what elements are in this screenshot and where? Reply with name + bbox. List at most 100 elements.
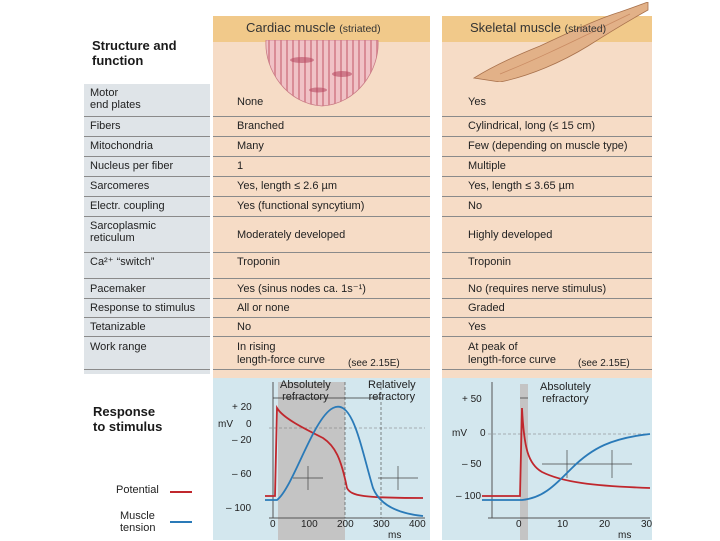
cardiac-y-tick-0: 0	[246, 419, 252, 430]
cardiac-x-tick-100: 100	[301, 519, 318, 530]
row-divider	[442, 116, 652, 117]
cardiac-cell: Moderately developed	[237, 229, 346, 241]
row-divider	[84, 196, 210, 197]
row-label: Electr. coupling	[90, 200, 165, 212]
skeletal-tension-curve	[482, 433, 651, 501]
cardiac-cell: All or none	[237, 302, 290, 314]
skeletal-header: Skeletal muscle (striated)	[470, 20, 607, 35]
row-divider	[84, 317, 210, 318]
skeletal-cell: Yes	[468, 321, 486, 333]
skeletal-cell: No	[468, 200, 483, 212]
skeletal-absolute-refractory-shade	[520, 384, 528, 540]
cardiac-cell: Yes (functional syncytium)	[237, 200, 365, 212]
cardiac-y-tick-m100: – 100	[226, 503, 252, 514]
row-label: Tetanizable	[90, 321, 146, 333]
row-label-band	[84, 84, 210, 374]
row-divider	[213, 369, 430, 370]
legend-potential-swatch	[170, 491, 192, 493]
row-label: Work range	[90, 341, 147, 353]
skeletal-y-tick-m100: – 100	[456, 491, 482, 502]
row-label: Ca²⁺ “switch”	[90, 256, 155, 268]
row-divider	[84, 176, 210, 177]
row-divider	[213, 176, 430, 177]
cardiac-cell: Yes, length ≤ 2.6 µm	[237, 180, 338, 192]
row-divider	[213, 116, 430, 117]
cardiac-muscle-illustration	[265, 40, 379, 107]
cardiac-y-tick-m60: – 60	[232, 469, 252, 480]
row-divider	[442, 252, 652, 253]
row-divider	[442, 278, 652, 279]
cardiac-cell: 1	[237, 160, 244, 172]
row-label: Fibers	[90, 120, 121, 132]
row-label: Sarcoplasmic reticulum	[90, 220, 157, 244]
row-label: Pacemaker	[90, 283, 146, 295]
row-divider	[442, 156, 652, 157]
cardiac-cell: Troponin	[237, 256, 281, 268]
legend-tension-label: Muscle tension	[120, 510, 156, 534]
row-divider	[84, 369, 210, 370]
cardiac-header-band	[213, 16, 430, 42]
row-label: Mitochondria	[90, 140, 153, 152]
row-divider	[213, 196, 430, 197]
skeletal-absolute-refractory-label: Absolutely refractory	[540, 381, 591, 405]
row-divider	[442, 298, 652, 299]
row-divider	[442, 216, 652, 217]
row-divider	[84, 136, 210, 137]
row-divider	[84, 336, 210, 337]
cardiac-relative-refractory-label: Relatively refractory	[368, 379, 416, 403]
skeletal-cell: Highly developed	[468, 229, 553, 241]
cardiac-y-tick-20: + 20	[232, 402, 252, 413]
legend-potential-label: Potential	[116, 484, 159, 496]
row-divider	[213, 298, 430, 299]
cardiac-tension-curve	[265, 405, 424, 517]
skeletal-y-tick-0: 0	[480, 428, 486, 439]
cardiac-cell: Branched	[237, 120, 285, 132]
skeletal-y-tick-50: + 50	[462, 394, 482, 405]
row-divider	[213, 336, 430, 337]
skeletal-cell: Multiple	[468, 160, 506, 172]
row-label: Response to stimulus	[90, 302, 196, 314]
cardiac-x-tick-300: 300	[373, 519, 390, 530]
structure-function-title: Structure and function	[92, 38, 177, 68]
response-title: Response to stimulus	[93, 404, 163, 434]
skeletal-work-range-ref: (see 2.15E)	[578, 358, 630, 369]
row-divider	[84, 216, 210, 217]
row-divider	[84, 116, 210, 117]
row-divider	[213, 317, 430, 318]
skeletal-x-tick-0: 0	[516, 519, 522, 530]
cardiac-x-tick-0: 0	[270, 519, 276, 530]
cardiac-cell: No	[237, 321, 252, 333]
row-label: Nucleus per fiber	[90, 160, 174, 172]
row-divider	[84, 156, 210, 157]
cardiac-cell: None	[237, 96, 264, 108]
skeletal-x-tick-30: 30	[641, 519, 653, 530]
row-divider	[442, 176, 652, 177]
skeletal-cell: Troponin	[468, 256, 512, 268]
row-divider	[442, 317, 652, 318]
skeletal-cell: Few (depending on muscle type)	[468, 140, 628, 152]
skeletal-x-tick-10: 10	[557, 519, 569, 530]
skeletal-graph-bg	[442, 378, 652, 540]
row-divider	[84, 278, 210, 279]
cardiac-x-tick-400: 400	[409, 519, 426, 530]
skeletal-cell: At peak of length-force curve	[468, 341, 557, 366]
skeletal-response-graph	[482, 382, 651, 519]
cardiac-x-tick-200: 200	[337, 519, 354, 530]
row-label: Sarcomeres	[90, 180, 150, 192]
skeletal-cell: Graded	[468, 302, 505, 314]
cardiac-y-tick-m20: – 20	[232, 435, 252, 446]
row-divider	[442, 196, 652, 197]
cardiac-x-unit: ms	[388, 530, 402, 541]
cardiac-cell: Yes (sinus nodes ca. 1s⁻¹)	[237, 283, 366, 295]
row-divider	[442, 336, 652, 337]
cardiac-cell: In rising length-force curve	[237, 341, 326, 366]
cardiac-cell: Many	[237, 140, 264, 152]
cardiac-header: Cardiac muscle (striated)	[246, 20, 381, 35]
skeletal-cell: Cylindrical, long (≤ 15 cm)	[468, 120, 596, 132]
skeletal-cell: No (requires nerve stimulus)	[468, 283, 607, 295]
skeletal-cell: Yes, length ≤ 3.65 µm	[468, 180, 575, 192]
row-divider	[213, 278, 430, 279]
legend-tension-swatch	[170, 521, 192, 523]
cardiac-absolute-refractory-label: Absolutely refractory	[280, 379, 331, 403]
row-divider	[213, 252, 430, 253]
